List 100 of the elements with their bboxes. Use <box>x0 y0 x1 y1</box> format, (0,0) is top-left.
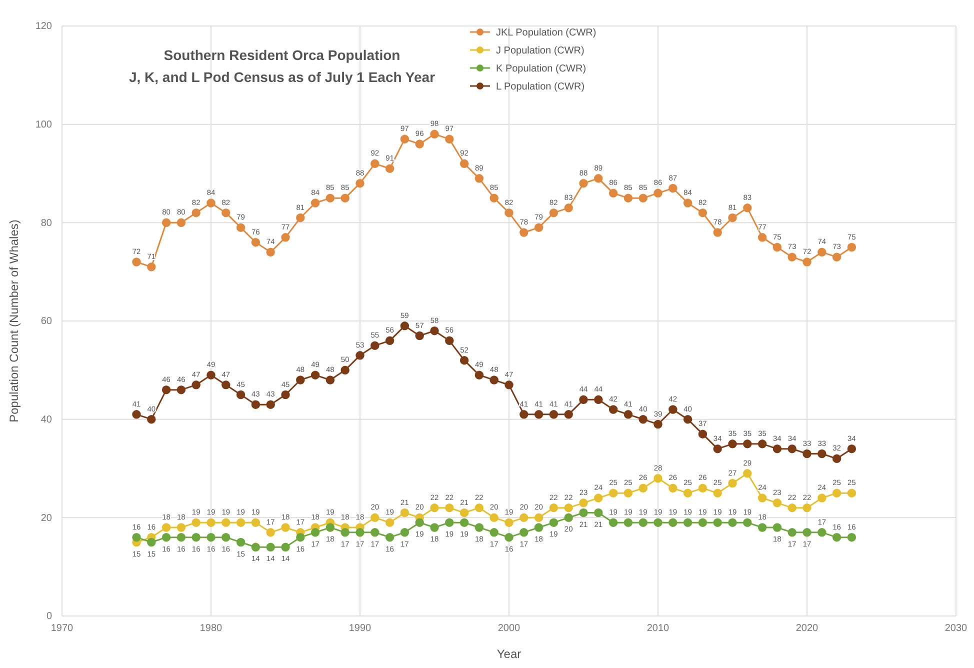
point <box>594 494 603 502</box>
point <box>206 198 216 208</box>
x-tick-label: 1990 <box>348 623 372 634</box>
point <box>251 518 260 527</box>
point <box>400 322 410 330</box>
point <box>236 538 246 547</box>
point <box>579 498 588 508</box>
point <box>370 159 380 168</box>
point <box>638 194 648 202</box>
legend-label: L Population (CWR) <box>496 82 585 92</box>
point <box>281 523 290 532</box>
point <box>340 194 350 202</box>
point <box>430 130 439 139</box>
point <box>788 528 796 537</box>
point <box>176 532 186 542</box>
point <box>490 194 498 202</box>
point <box>832 532 842 542</box>
point <box>847 532 856 542</box>
point <box>624 518 633 527</box>
point <box>206 532 216 542</box>
point <box>728 213 737 222</box>
point <box>370 528 380 537</box>
x-tick-label: 2010 <box>646 623 670 634</box>
point <box>608 405 618 414</box>
point <box>668 484 678 493</box>
point <box>549 208 558 218</box>
y-tick-label: 20 <box>40 512 52 524</box>
x-tick-label: 2020 <box>796 623 819 634</box>
point <box>474 174 484 183</box>
point <box>668 405 678 414</box>
point <box>415 140 424 148</box>
point <box>683 518 692 527</box>
point <box>743 518 752 527</box>
point <box>310 370 320 380</box>
point <box>356 178 364 188</box>
point <box>222 518 230 527</box>
point <box>147 414 156 424</box>
point <box>474 523 484 532</box>
point <box>772 444 782 454</box>
point <box>504 208 514 218</box>
point <box>445 336 454 346</box>
point <box>326 376 335 384</box>
point <box>579 395 588 404</box>
point <box>251 542 260 552</box>
point <box>385 336 394 346</box>
point <box>192 208 200 218</box>
point <box>266 248 275 257</box>
point <box>564 410 573 419</box>
point <box>415 518 424 527</box>
point <box>147 262 156 272</box>
point <box>266 400 275 409</box>
point <box>430 503 439 512</box>
y-tick-label: 120 <box>35 21 52 32</box>
point <box>445 134 454 144</box>
point <box>192 380 200 390</box>
x-tick-label: 1970 <box>50 623 74 634</box>
point <box>192 532 200 542</box>
legend-label: J Population (CWR) <box>496 46 584 56</box>
point <box>490 513 498 522</box>
point <box>460 518 469 527</box>
point <box>520 528 528 537</box>
point <box>430 523 439 532</box>
point <box>534 523 544 532</box>
point <box>310 198 320 208</box>
point <box>385 518 394 527</box>
point <box>818 449 826 458</box>
point <box>788 252 796 262</box>
y-tick-label: 80 <box>40 218 52 229</box>
point <box>534 223 544 232</box>
point <box>162 532 171 542</box>
point <box>713 518 722 527</box>
x-axis-title: Year <box>496 647 522 661</box>
point <box>802 258 812 266</box>
point <box>490 376 498 384</box>
point <box>654 188 662 198</box>
point <box>296 376 305 384</box>
point <box>802 528 812 537</box>
point <box>608 488 618 498</box>
point <box>370 341 380 350</box>
x-tick-label: 2030 <box>944 623 968 634</box>
point <box>132 258 141 266</box>
legend-label: K Population (CWR) <box>496 64 586 74</box>
point <box>579 508 588 518</box>
point <box>564 513 573 522</box>
point <box>654 420 662 429</box>
point <box>549 503 558 512</box>
y-tick-label: 40 <box>40 414 52 426</box>
point <box>445 518 454 527</box>
point <box>460 508 469 518</box>
point <box>296 532 305 542</box>
point <box>549 410 558 419</box>
point <box>743 440 752 448</box>
point <box>579 178 588 188</box>
point <box>326 523 335 532</box>
point <box>847 488 856 498</box>
point <box>594 508 603 518</box>
point <box>668 184 678 193</box>
y-tick-label: 0 <box>46 611 52 622</box>
point <box>132 532 141 542</box>
point <box>624 488 633 498</box>
